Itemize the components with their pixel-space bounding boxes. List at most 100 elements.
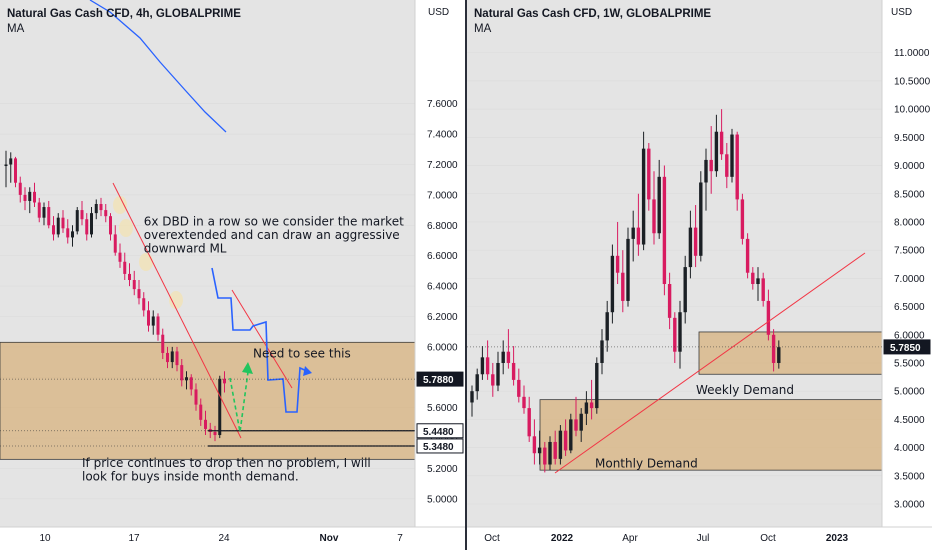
candle-body: [104, 210, 108, 217]
currency-label: USD: [428, 7, 450, 18]
y-tick-label: 8.5000: [894, 189, 925, 200]
x-tick-label: Apr: [622, 533, 638, 544]
y-tick-label: 6.6000: [427, 251, 458, 262]
y-tick-label: 7.0000: [427, 190, 458, 201]
chart-title: Natural Gas Cash CFD, 4h, GLOBALPRIME: [7, 8, 241, 20]
y-tick-label: 5.5000: [894, 358, 925, 369]
candle-body: [132, 280, 136, 290]
x-tick-label: 10: [39, 533, 51, 544]
candle-body: [99, 204, 103, 211]
candle-body: [4, 164, 8, 167]
chart-1w-svg[interactable]: Weekly Demand Monthly Demand 11.0000 10.500…: [467, 0, 932, 550]
indicator-label: MA: [7, 23, 25, 35]
candle-body: [636, 227, 641, 245]
candle-body: [610, 255, 615, 313]
price-label-box: [883, 339, 931, 355]
candle-body: [704, 159, 708, 183]
candle-body: [579, 413, 583, 431]
candle-body: [218, 378, 222, 436]
candle-body: [75, 210, 79, 232]
pane-divider[interactable]: [465, 0, 467, 550]
y-tick-label: 7.6000: [427, 99, 458, 110]
annotation-text: look for buys inside month demand.: [82, 470, 299, 484]
candle-body: [33, 191, 36, 203]
candle-body: [647, 148, 651, 200]
candle-body: [600, 340, 604, 363]
candle-body: [719, 131, 724, 155]
candle-body: [18, 182, 22, 195]
candle-body: [90, 213, 93, 235]
candle-body: [532, 436, 537, 454]
candle-body: [475, 374, 479, 392]
candle-body: [699, 182, 703, 256]
y-tick-label: 8.0000: [894, 217, 925, 228]
y-tick-label: 5.6000: [427, 403, 458, 414]
arrow-head: [303, 366, 312, 376]
price-axis: [882, 0, 932, 550]
candle-body: [128, 273, 131, 280]
candle-body: [584, 402, 589, 414]
x-tick-label: Oct: [484, 533, 500, 544]
candle-body: [496, 362, 500, 386]
candle-body: [204, 419, 207, 429]
candle-body: [683, 267, 687, 313]
y-tick-label: 6.8000: [427, 221, 458, 232]
y-tick-label: 9.0000: [894, 161, 925, 172]
candle-body: [522, 396, 526, 409]
candle-body: [756, 278, 760, 285]
y-tick-label: 6.2000: [427, 312, 458, 323]
x-tick-label: 17: [128, 533, 140, 544]
chart-panel-4h[interactable]: 6x DBD in a row so we consider the marke…: [0, 0, 465, 550]
candle-body: [14, 158, 17, 183]
projection-path: [211, 267, 310, 413]
candle-body: [223, 378, 226, 384]
candle-body: [673, 317, 677, 352]
zone-label: Monthly Demand: [595, 456, 698, 470]
y-tick-label: 4.5000: [894, 415, 925, 426]
candle-body: [709, 159, 713, 172]
candle-body: [213, 431, 217, 436]
candle-body: [631, 227, 635, 239]
chart-4h-svg[interactable]: 6x DBD in a row so we consider the marke…: [0, 0, 465, 550]
candle-body: [626, 238, 630, 301]
candle-body: [56, 217, 60, 235]
highlight-marker: [113, 196, 127, 214]
y-tick-label: 7.5000: [894, 246, 925, 257]
candle-body: [641, 148, 646, 245]
price-label-box: [416, 371, 464, 387]
price-label: 5.4480: [423, 427, 454, 438]
candle-body: [589, 402, 594, 409]
chart-panel-1w[interactable]: Weekly Demand Monthly Demand 11.0000 10.500…: [467, 0, 932, 550]
x-tick-label: 2023: [826, 533, 849, 544]
candle-body: [28, 191, 32, 201]
trend-line: [554, 252, 866, 474]
annotation-text: Need to see this: [253, 347, 351, 361]
candle-body: [771, 334, 776, 363]
candle-body: [170, 351, 174, 363]
candle-body: [563, 430, 568, 451]
y-tick-label: 6.4000: [427, 282, 458, 293]
candle-body: [777, 347, 781, 363]
trend-line: [231, 289, 293, 389]
candle-body: [470, 391, 474, 403]
moving-average-line: [89, 0, 227, 133]
candle-body: [23, 194, 27, 201]
candle-body: [480, 357, 485, 375]
x-tick-label: Oct: [760, 533, 776, 544]
candle-body: [80, 210, 84, 220]
candle-body: [37, 202, 41, 218]
candle-body: [667, 284, 672, 318]
demand-zone: [0, 341, 416, 460]
y-tick-label: 7.2000: [427, 160, 458, 171]
x-tick-label: 2022: [551, 533, 574, 544]
candle-body: [693, 227, 698, 256]
candle-body: [166, 352, 169, 363]
candle-body: [605, 312, 609, 341]
y-tick-label: 6.0000: [427, 342, 458, 353]
y-tick-label: 6.5000: [894, 302, 925, 313]
price-label: 5.7880: [423, 375, 454, 386]
candle-body: [740, 199, 745, 239]
candle-body: [491, 374, 495, 386]
price-label: 5.3480: [423, 442, 454, 453]
time-axis: [0, 527, 465, 550]
